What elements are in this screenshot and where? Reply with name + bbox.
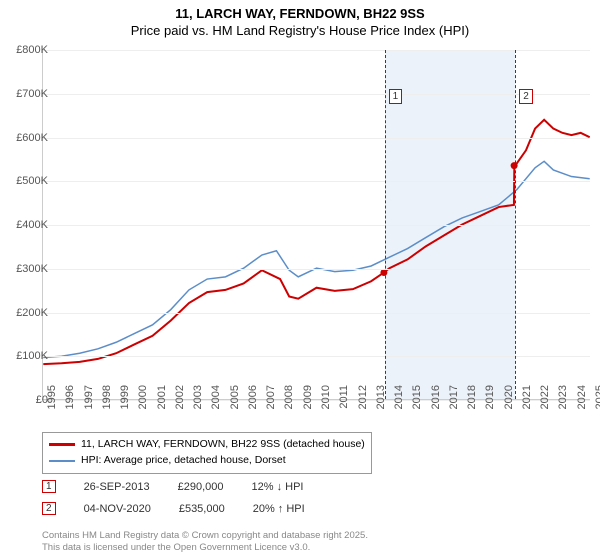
footer-line2: This data is licensed under the Open Gov… (42, 542, 368, 554)
x-axis-label: 2000 (137, 385, 149, 415)
x-axis-label: 2015 (411, 385, 423, 415)
x-axis-label: 1999 (119, 385, 131, 415)
sale-price-2: £535,000 (179, 503, 225, 515)
x-axis-label: 2001 (156, 385, 168, 415)
x-axis-label: 2006 (247, 385, 259, 415)
y-axis-label: £100K (4, 350, 48, 362)
x-axis-label: 2003 (192, 385, 204, 415)
y-axis-label: £400K (4, 219, 48, 231)
x-axis-label: 2017 (448, 385, 460, 415)
legend-row-hpi: HPI: Average price, detached house, Dors… (49, 453, 365, 469)
x-axis-label: 2004 (210, 385, 222, 415)
x-axis-label: 2007 (265, 385, 277, 415)
x-axis-label: 2014 (393, 385, 405, 415)
x-axis-label: 1996 (64, 385, 76, 415)
y-axis-label: £300K (4, 263, 48, 275)
chart-title-line1: 11, LARCH WAY, FERNDOWN, BH22 9SS (0, 0, 600, 23)
sale-row-1: 1 26-SEP-2013 £290,000 12% ↓ HPI (42, 480, 303, 493)
x-axis-label: 2022 (539, 385, 551, 415)
x-axis-label: 2019 (484, 385, 496, 415)
x-axis-label: 2012 (357, 385, 369, 415)
sale-marker-1: 1 (42, 480, 56, 493)
sale-row-2: 2 04-NOV-2020 £535,000 20% ↑ HPI (42, 502, 305, 515)
x-axis-label: 1998 (101, 385, 113, 415)
y-axis-label: £800K (4, 44, 48, 56)
x-axis-label: 2002 (174, 385, 186, 415)
chart-marker-1: 1 (389, 89, 403, 104)
y-axis-label: £0 (4, 394, 48, 406)
legend-swatch-price (49, 443, 75, 446)
x-axis-label: 2005 (229, 385, 241, 415)
y-axis-label: £700K (4, 88, 48, 100)
sale-delta-1: 12% ↓ HPI (252, 481, 304, 493)
x-axis-label: 2009 (302, 385, 314, 415)
x-axis-label: 2023 (557, 385, 569, 415)
footer-text: Contains HM Land Registry data © Crown c… (42, 530, 368, 554)
sale-marker-2: 2 (42, 502, 56, 515)
x-axis-label: 2018 (466, 385, 478, 415)
sale-date-1: 26-SEP-2013 (84, 481, 150, 493)
sale-price-1: £290,000 (178, 481, 224, 493)
y-axis-label: £500K (4, 175, 48, 187)
chart-title-line2: Price paid vs. HM Land Registry's House … (0, 23, 600, 42)
sale-date-2: 04-NOV-2020 (84, 503, 151, 515)
legend-swatch-hpi (49, 460, 75, 462)
x-axis-label: 2020 (503, 385, 515, 415)
sale-delta-2: 20% ↑ HPI (253, 503, 305, 515)
x-axis-label: 2008 (283, 385, 295, 415)
legend-box: 11, LARCH WAY, FERNDOWN, BH22 9SS (detac… (42, 432, 372, 474)
legend-row-price: 11, LARCH WAY, FERNDOWN, BH22 9SS (detac… (49, 437, 365, 453)
legend-label-price: 11, LARCH WAY, FERNDOWN, BH22 9SS (detac… (81, 437, 365, 453)
x-axis-label: 2010 (320, 385, 332, 415)
x-axis-label: 2025 (594, 385, 600, 415)
chart-container: 11, LARCH WAY, FERNDOWN, BH22 9SS Price … (0, 0, 600, 560)
chart-plot-area: 1995199619971998199920002001200220032004… (42, 50, 590, 400)
footer-line1: Contains HM Land Registry data © Crown c… (42, 530, 368, 542)
x-axis-label: 2024 (576, 385, 588, 415)
x-axis-label: 2016 (430, 385, 442, 415)
y-axis-label: £600K (4, 132, 48, 144)
y-axis-label: £200K (4, 307, 48, 319)
x-axis-label: 2021 (521, 385, 533, 415)
legend-label-hpi: HPI: Average price, detached house, Dors… (81, 453, 286, 469)
x-axis-label: 1997 (83, 385, 95, 415)
chart-marker-2: 2 (519, 89, 533, 104)
x-axis-label: 2011 (338, 385, 350, 415)
